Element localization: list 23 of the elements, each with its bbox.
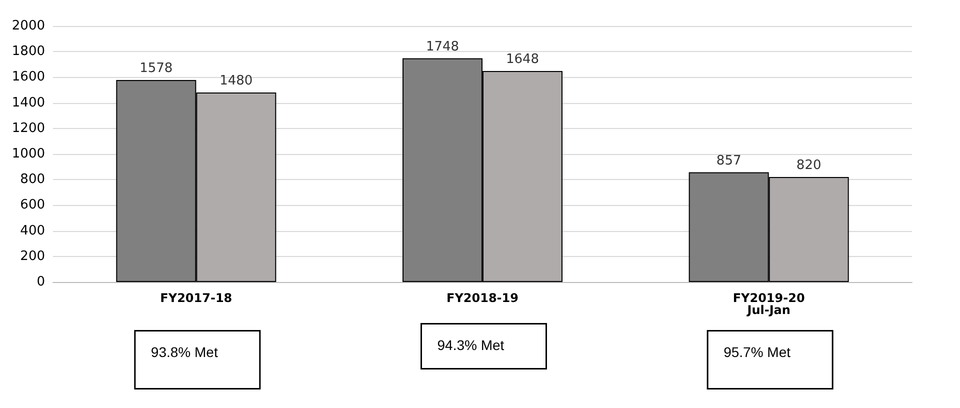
y-tick-label: 1000	[12, 146, 45, 162]
data-label: 1748	[426, 39, 460, 54]
data-label: 1480	[220, 74, 253, 89]
y-tick-label: 200	[20, 248, 45, 264]
x-tick-label: FY2019-20 Jul-Jan	[732, 291, 805, 317]
y-tick-label: 2000	[12, 18, 45, 34]
data-label: 820	[796, 158, 822, 174]
x-tick-label: FY2017-18	[160, 291, 232, 305]
y-tick-label: 0	[36, 274, 45, 290]
text: 94.3% Met	[437, 336, 504, 353]
y-tick-label: 800	[20, 172, 45, 188]
x-tick-label: FY2018-19	[446, 291, 518, 305]
y-tick-label: 1800	[12, 44, 45, 60]
y-tick-label: 600	[20, 198, 45, 213]
data-label: 857	[716, 153, 742, 168]
data-label: 1648	[506, 52, 540, 68]
y-tick-label: 1600	[12, 70, 45, 85]
text: 95.7% Met	[724, 344, 791, 360]
y-tick-label: 1400	[12, 95, 45, 110]
y-tick-label: 400	[20, 223, 45, 238]
y-tick-label: 1200	[12, 120, 45, 136]
data-label: 1578	[140, 61, 173, 76]
text: 93.8% Met	[150, 344, 218, 360]
